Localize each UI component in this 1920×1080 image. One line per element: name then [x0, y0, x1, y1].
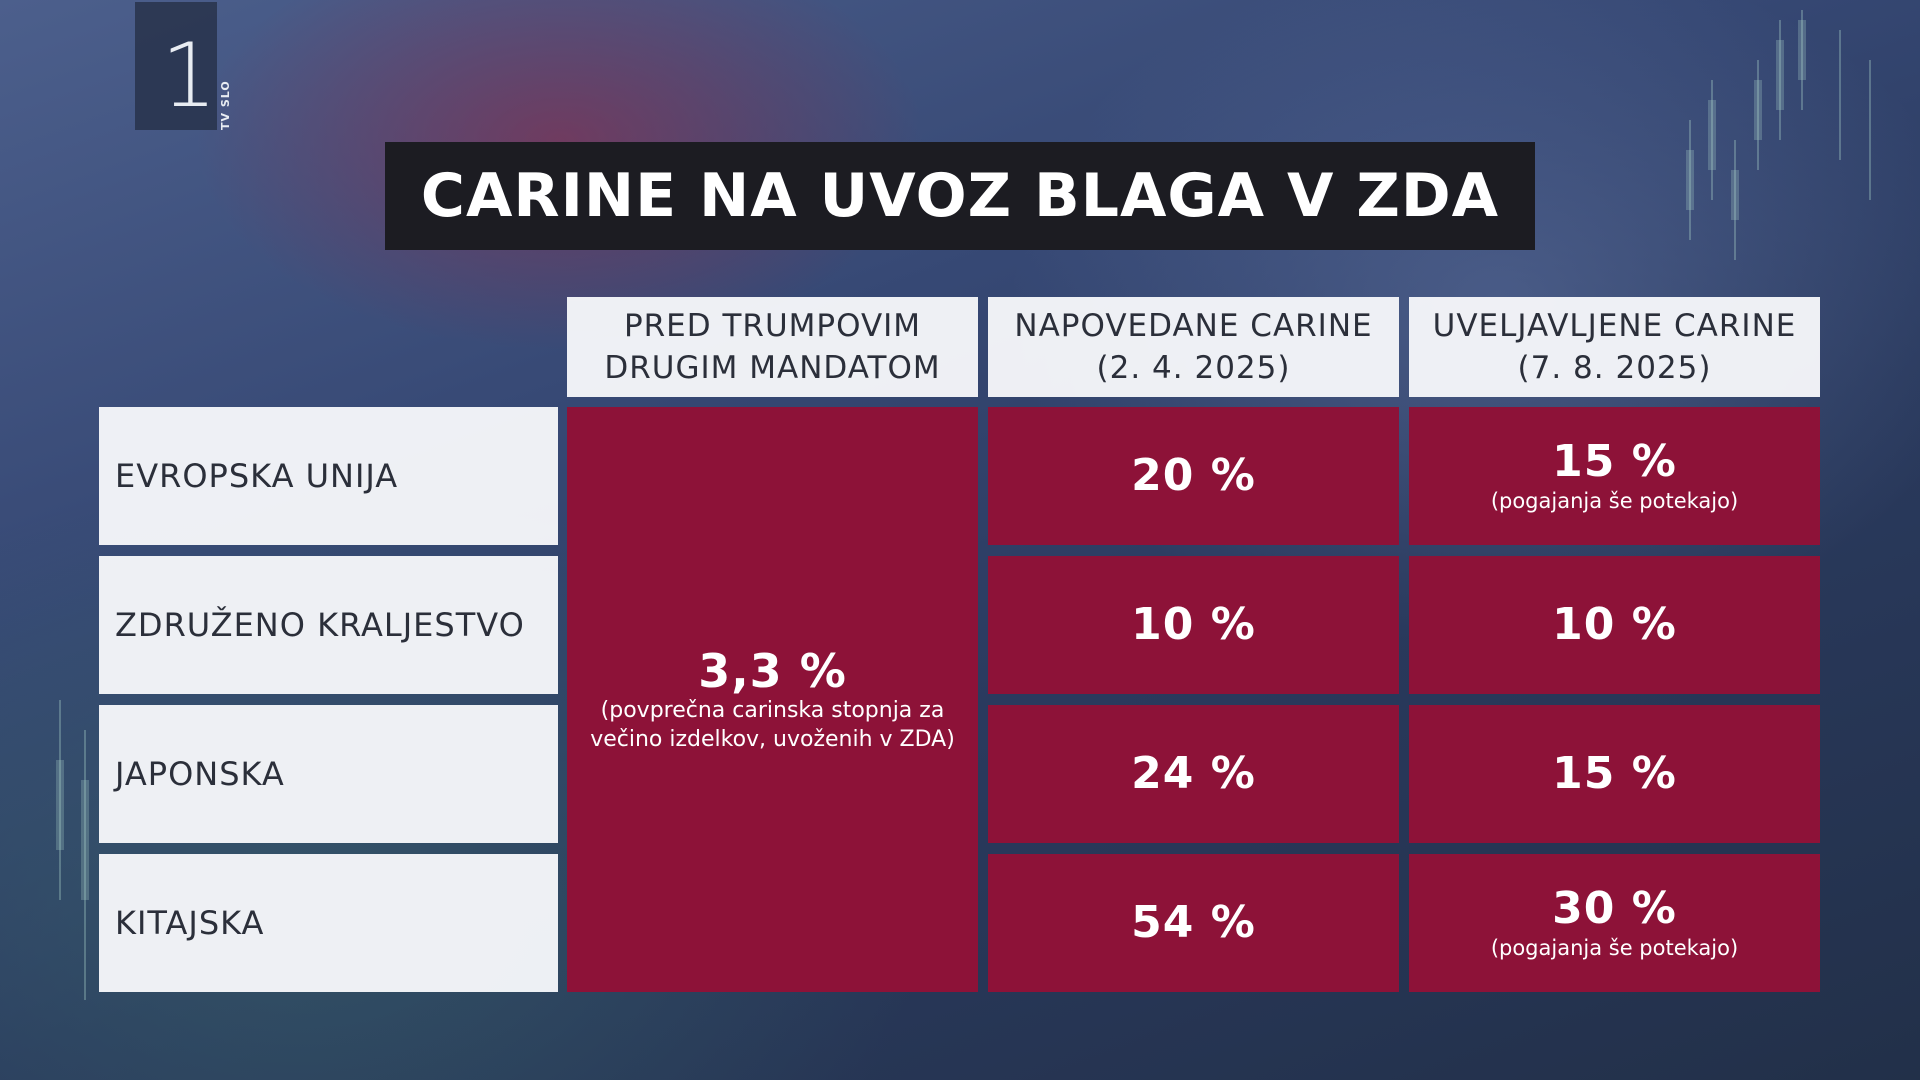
column-header-enforced: UVELJAVLJENE CARINE (7. 8. 2025) — [1409, 297, 1820, 397]
column-header-announced: NAPOVEDANE CARINE (2. 4. 2025) — [988, 297, 1399, 397]
announced-cell-china: 54 % — [988, 854, 1399, 992]
enforced-cell-eu: 15 % (pogajanja še potekajo) — [1409, 407, 1820, 545]
announced-cell-eu: 20 % — [988, 407, 1399, 545]
enforced-value: 15 % — [1552, 436, 1677, 487]
enforced-cell-uk: 10 % — [1409, 556, 1820, 694]
column-header-line1: PRED TRUMPOVIM — [623, 308, 922, 344]
column-header-line2: (2. 4. 2025) — [1096, 350, 1291, 386]
column-header-line2: (7. 8. 2025) — [1517, 350, 1712, 386]
column-header-line2: DRUGIM MANDATOM — [604, 350, 941, 386]
column-header-before: PRED TRUMPOVIM DRUGIM MANDATOM — [567, 297, 978, 397]
before-note-line1: (povprečna carinska stopnja za — [600, 697, 945, 723]
enforced-value: 30 % — [1552, 883, 1677, 934]
column-header-line1: UVELJAVLJENE CARINE — [1432, 308, 1797, 344]
channel-brand: TV SLO — [219, 80, 232, 130]
announced-value: 20 % — [1131, 450, 1256, 501]
enforced-value: 10 % — [1552, 599, 1677, 650]
enforced-cell-china: 30 % (pogajanja še potekajo) — [1409, 854, 1820, 992]
announced-cell-uk: 10 % — [988, 556, 1399, 694]
enforced-note: (pogajanja še potekajo) — [1490, 489, 1739, 513]
announced-value: 54 % — [1131, 897, 1256, 948]
row-header-china: KITAJSKA — [99, 854, 558, 992]
before-value: 3,3 % — [698, 643, 847, 698]
before-note-line2: večino izdelkov, uvoženih v ZDA) — [590, 726, 955, 752]
channel-number: 1 — [161, 24, 217, 127]
before-mandate-cell: 3,3 % (povprečna carinska stopnja za več… — [567, 407, 978, 992]
page-title: CARINE NA UVOZ BLAGA V ZDA — [420, 161, 1500, 231]
enforced-cell-japan: 15 % — [1409, 705, 1820, 843]
enforced-value: 15 % — [1552, 748, 1677, 799]
title-bar: CARINE NA UVOZ BLAGA V ZDA — [385, 142, 1535, 250]
row-header-eu: EVROPSKA UNIJA — [99, 407, 558, 545]
announced-value: 10 % — [1131, 599, 1256, 650]
row-header-uk: ZDRUŽENO KRALJESTVO — [99, 556, 558, 694]
channel-logo: 1 TV SLO — [135, 2, 232, 130]
column-header-line1: NAPOVEDANE CARINE — [1014, 308, 1373, 344]
row-header-japan: JAPONSKA — [99, 705, 558, 843]
announced-cell-japan: 24 % — [988, 705, 1399, 843]
enforced-note: (pogajanja še potekajo) — [1490, 936, 1739, 960]
announced-value: 24 % — [1131, 748, 1256, 799]
